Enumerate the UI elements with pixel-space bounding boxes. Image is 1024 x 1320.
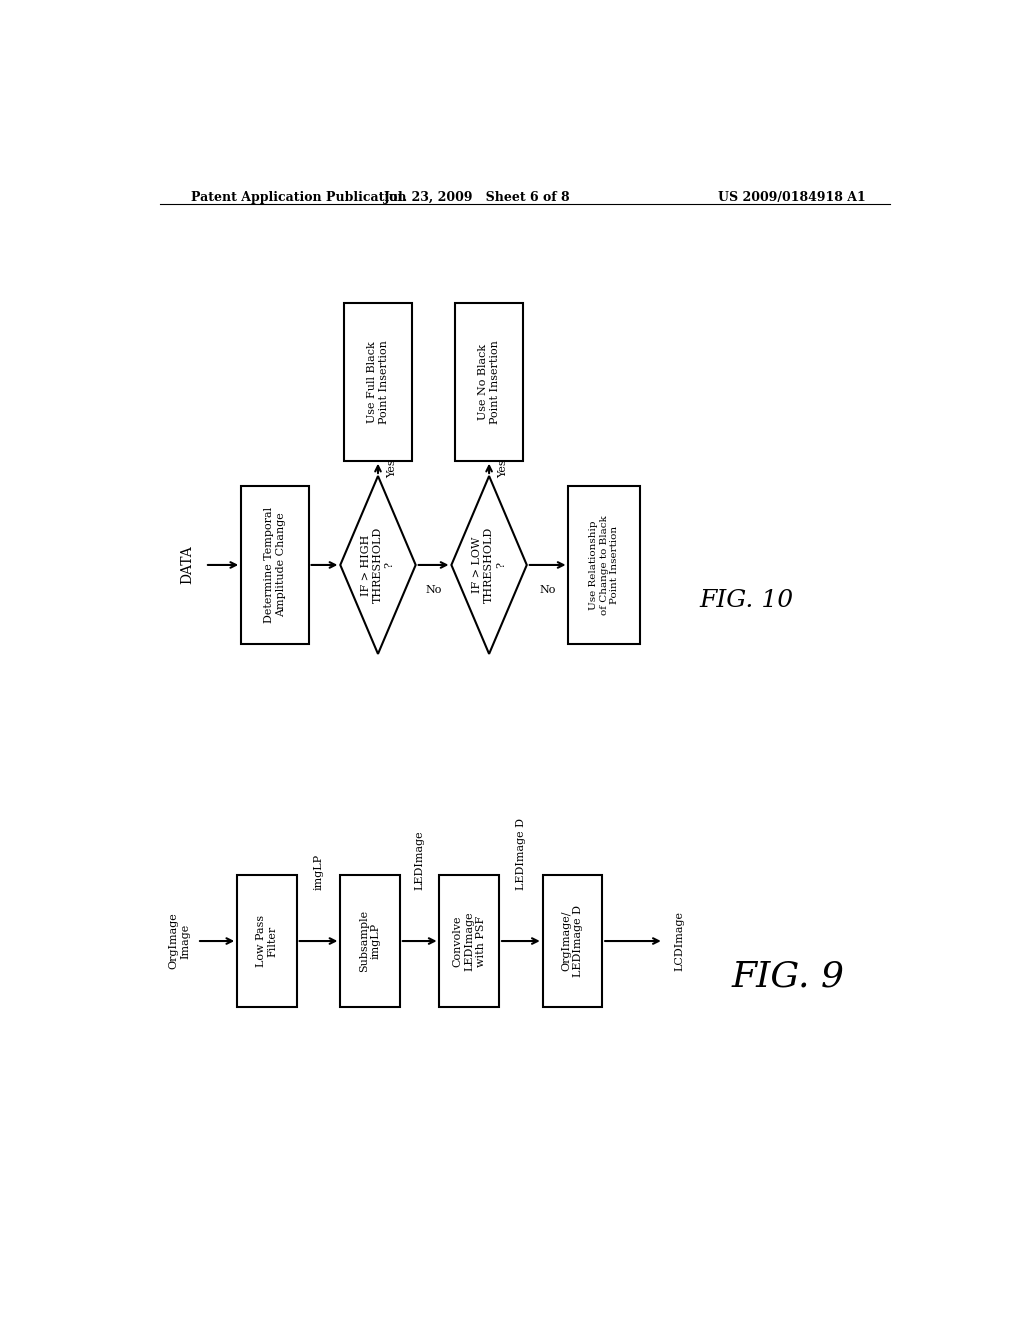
Bar [340,875,399,1007]
Text: Jul. 23, 2009   Sheet 6 of 8: Jul. 23, 2009 Sheet 6 of 8 [384,191,570,203]
Text: Determine Temporal
Amplitude Change: Determine Temporal Amplitude Change [264,507,286,623]
Bar [241,486,308,644]
Text: Yes: Yes [387,459,397,478]
Polygon shape [452,477,526,653]
Text: IF > LOW
THRESHOLD
?: IF > LOW THRESHOLD ? [472,527,506,603]
Text: No: No [540,585,556,595]
Text: Yes: Yes [499,459,508,478]
Bar [543,875,602,1007]
Text: Low Pass
Filter: Low Pass Filter [256,915,278,968]
Text: Use No Black
Point Insertion: Use No Black Point Insertion [478,341,500,424]
Polygon shape [340,477,416,653]
Text: Use Relationship
of Change to Black
Point Insertion: Use Relationship of Change to Black Poin… [589,515,620,615]
Text: FIG. 9: FIG. 9 [731,960,844,994]
Text: No: No [425,585,441,595]
Text: Use Full Black
Point Insertion: Use Full Black Point Insertion [368,341,389,424]
Text: FIG. 10: FIG. 10 [699,589,794,612]
Text: LCDImage: LCDImage [675,911,685,972]
Text: Convolve
LEDImage
with PSF: Convolve LEDImage with PSF [453,911,485,970]
Bar [344,304,412,461]
Bar [439,875,499,1007]
Bar [238,875,297,1007]
Bar [568,486,640,644]
Text: imgLP: imgLP [313,854,324,890]
Text: LEDImage D: LEDImage D [516,818,526,890]
Text: OrgImage/
LEDImage D: OrgImage/ LEDImage D [561,906,584,977]
Text: Subsample
imgLP: Subsample imgLP [359,909,381,972]
Bar [456,304,523,461]
Text: LEDImage: LEDImage [415,830,425,890]
Text: Patent Application Publication: Patent Application Publication [191,191,407,203]
Text: US 2009/0184918 A1: US 2009/0184918 A1 [718,191,866,203]
Text: DATA: DATA [180,545,195,585]
Text: OrgImage
Image: OrgImage Image [169,912,190,969]
Text: IF > HIGH
THRESHOLD
?: IF > HIGH THRESHOLD ? [361,527,394,603]
